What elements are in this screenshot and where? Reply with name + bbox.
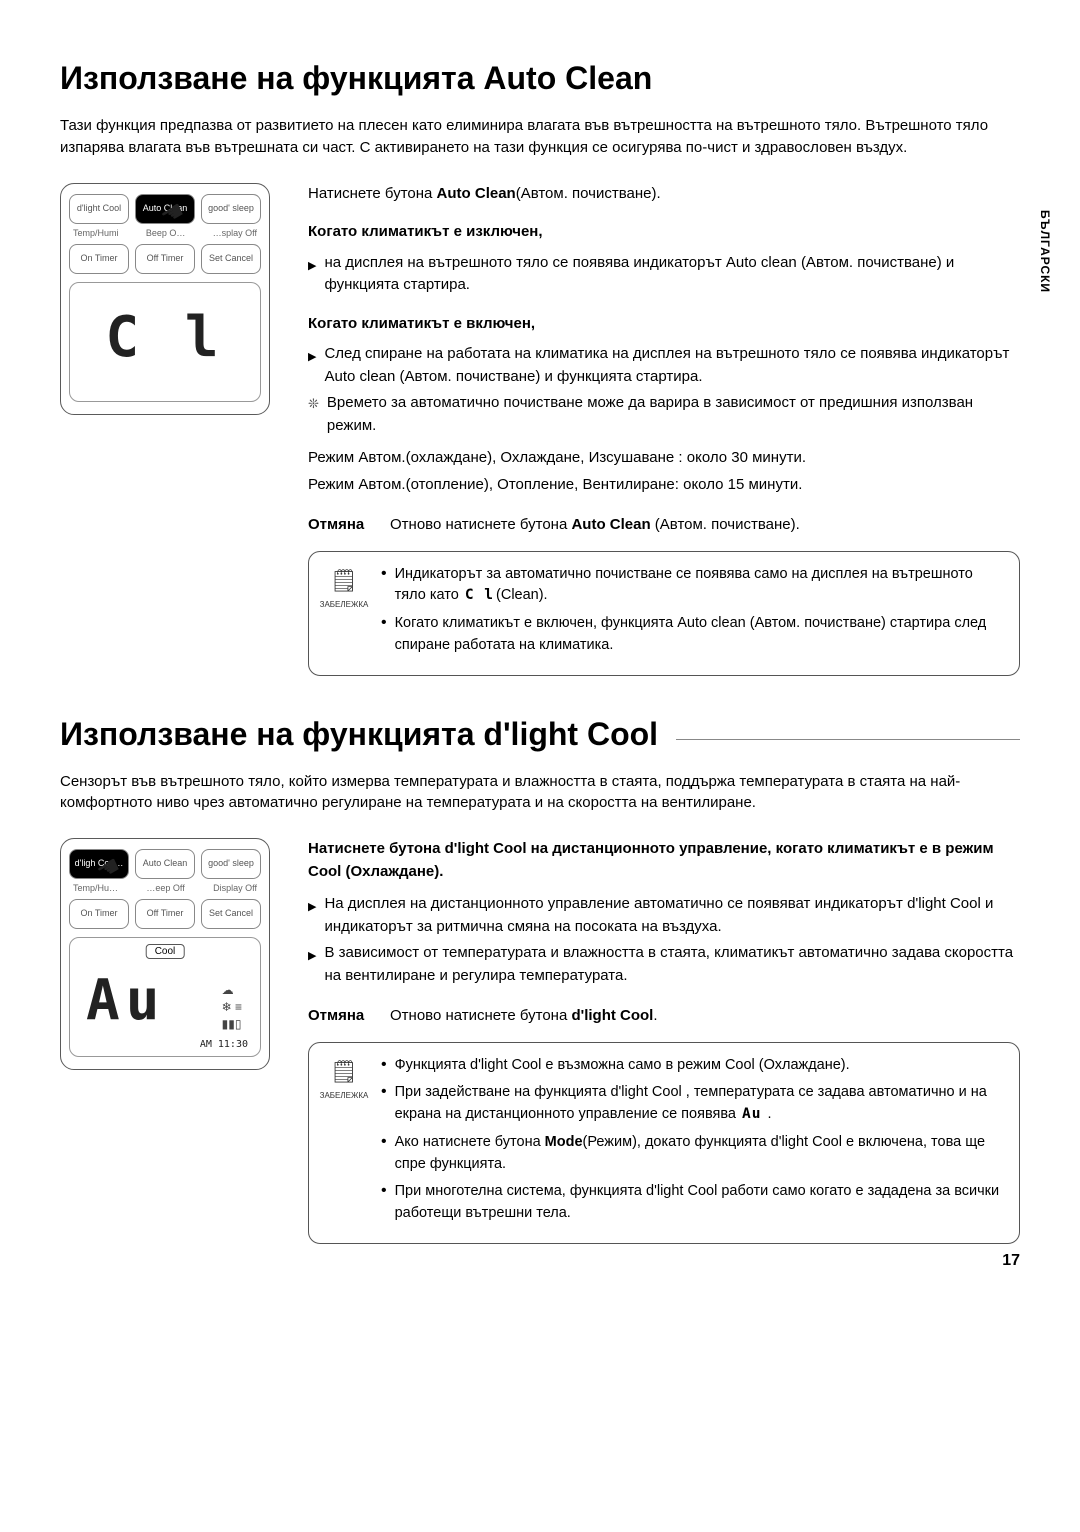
note2-item1: Функцията d'light Cool е възможна само в…: [381, 1055, 1003, 1077]
remote-btn-autoclean: Auto Clean: [135, 194, 195, 224]
cancel-row-1: Отмяна Отново натиснете бутона Auto Clea…: [308, 514, 1020, 537]
remote-btn-autoclean-2: Auto Clean: [135, 849, 195, 879]
note-label: ЗАБЕЛЕЖКА: [320, 600, 369, 609]
section2-title: Използване на функцията d'light Cool: [60, 716, 658, 753]
remote-btn-goodsleep-2: good' sleep: [201, 849, 261, 879]
cancel-label: Отмяна: [308, 514, 372, 537]
note-box-1: 🗒 ЗАБЕЛЕЖКА Индикаторът за автоматично п…: [308, 551, 1020, 676]
bullet-star: Времето за автоматично почистване може д…: [308, 392, 1020, 437]
remote-label-beep-2: …eep Off: [146, 883, 184, 893]
note1-item2: Когато климатикът е включен, функцията A…: [381, 613, 1003, 657]
note2-item2: При задействане на функцията d'light Coo…: [381, 1082, 1003, 1126]
remote-btn-setcancel: Set Cancel: [201, 244, 261, 274]
note-icon-2: 🗒: [317, 1055, 371, 1088]
cancel-row-2: Отмяна Отново натиснете бутона d'light C…: [308, 1005, 1020, 1028]
language-side-label: БЪЛГАРСКИ: [1038, 210, 1052, 293]
section1-intro: Тази функция предпазва от развитието на …: [60, 115, 1020, 159]
remote-display-1: C l: [69, 282, 261, 402]
note2-item3: Ако натиснете бутона Mode(Режим), докато…: [381, 1132, 1003, 1176]
cancel-text: Отново натиснете бутона Auto Clean (Авто…: [390, 514, 800, 537]
cancel-text-2: Отново натиснете бутона d'light Cool.: [390, 1005, 658, 1028]
remote-btn-setcancel-2: Set Cancel: [201, 899, 261, 929]
bullet-s2-1: На дисплея на дистанционното управление …: [308, 893, 1020, 938]
display-big-text: C l: [70, 305, 260, 370]
bullet-s2-2: В зависимост от температурата и влажност…: [308, 942, 1020, 987]
remote-label-beep: Beep O…: [146, 228, 186, 238]
remote-label-display-2: Display Off: [213, 883, 257, 893]
modes-line-1: Режим Автом.(охлаждане), Охлаждане, Изсу…: [308, 447, 1020, 470]
instruction-press-autoclean: Натиснете бутона Auto Clean(Автом. почис…: [308, 183, 1020, 206]
remote-btn-goodsleep: good' sleep: [201, 194, 261, 224]
remote-label-display: …splay Off: [213, 228, 257, 238]
note1-item1: Индикаторът за автоматично почистване се…: [381, 564, 1003, 608]
instruction-press-dlight: Натиснете бутона d'light Cool на дистанц…: [308, 838, 1020, 883]
bullet-off-1: на дисплея на вътрешното тяло се появява…: [308, 252, 1020, 297]
remote-illustration-2: d'ligh Coo… Auto Clean good' sleep ☚ Tem…: [60, 838, 280, 1244]
cancel-label-2: Отмяна: [308, 1005, 372, 1028]
display-icons: ☁❄ ≡▮▮▯: [222, 982, 242, 1032]
section1-title: Използване на функцията Auto Clean: [60, 60, 1020, 97]
remote-display-2: Cool Au ☁❄ ≡▮▮▯ AM 11:30: [69, 937, 261, 1057]
remote-label-temphumi: Temp/Humi: [73, 228, 119, 238]
remote-btn-dlight-2: d'ligh Coo…: [69, 849, 129, 879]
remote-btn-offtimer-2: Off Timer: [135, 899, 195, 929]
section2-intro: Сензорът във вътрешното тяло, който изме…: [60, 771, 1020, 815]
heading-ac-on: Когато климатикът е включен,: [308, 313, 1020, 336]
modes-line-2: Режим Автом.(отопление), Отопление, Вент…: [308, 474, 1020, 497]
heading-ac-off: Когато климатикът е изключен,: [308, 221, 1020, 244]
note-icon: 🗒: [317, 564, 371, 597]
remote-label-temphumi-2: Temp/Hu…: [73, 883, 118, 893]
title-rule: [676, 739, 1020, 740]
remote-btn-dlight: d'light Cool: [69, 194, 129, 224]
remote-illustration-1: d'light Cool Auto Clean good' sleep ☚ Te…: [60, 183, 280, 676]
display-time: AM 11:30: [200, 1039, 248, 1050]
page-number: 17: [1002, 1252, 1020, 1270]
remote-btn-ontimer: On Timer: [69, 244, 129, 274]
remote-btn-ontimer-2: On Timer: [69, 899, 129, 929]
display-cool-badge: Cool: [146, 944, 185, 959]
note2-item4: При многотелна система, функцията d'ligh…: [381, 1181, 1003, 1225]
note-label-2: ЗАБЕЛЕЖКА: [320, 1091, 369, 1100]
remote-btn-offtimer: Off Timer: [135, 244, 195, 274]
note-box-2: 🗒 ЗАБЕЛЕЖКА Функцията d'light Cool е въз…: [308, 1042, 1020, 1244]
bullet-on-1: След спиране на работата на климатика на…: [308, 343, 1020, 388]
